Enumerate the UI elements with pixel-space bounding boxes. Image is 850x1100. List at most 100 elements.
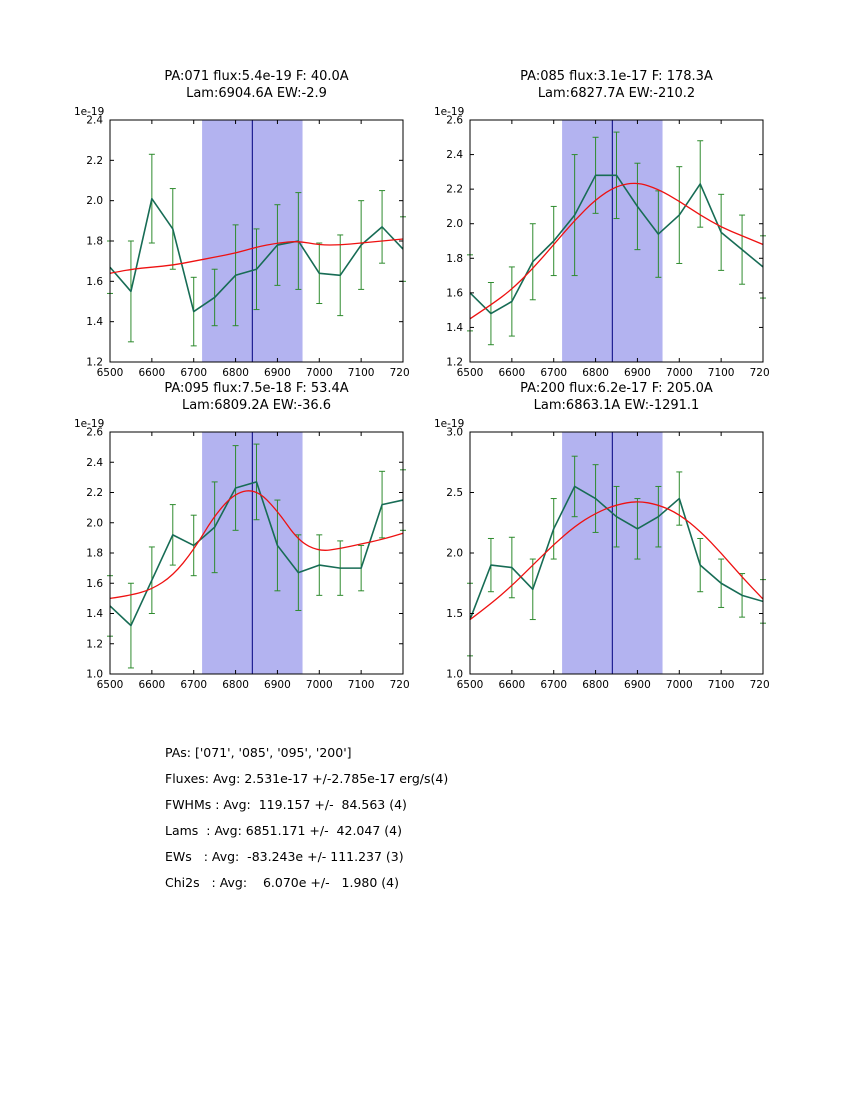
x-tick-label: 7100 [708,679,735,691]
x-tick-label: 6800 [222,679,249,691]
x-tick-label: 7100 [348,679,375,691]
x-tick-label: 7000 [666,679,693,691]
y-tick-label: 1.8 [446,253,463,265]
chart-panel-pa200: PA:200 flux:6.2e-17 F: 205.0A Lam:6863.1… [424,380,769,696]
x-tick-label: 6500 [457,679,484,691]
x-tick-label: 6500 [457,367,484,379]
y-tick-label: 2.5 [446,487,463,499]
fit-line [109,490,404,600]
x-tick-label: 6900 [624,367,651,379]
y-tick-label: 3.0 [446,427,463,439]
axes-frame [469,119,764,363]
y-offset-label: 1e-19 [434,106,464,118]
x-tick-label: 6800 [582,679,609,691]
x-tick-label: 6700 [540,367,567,379]
x-tick-label: 7200 [390,367,409,379]
x-tick-label: 6600 [498,679,525,691]
x-tick-label: 6700 [540,679,567,691]
x-tick-label: 6900 [624,679,651,691]
plot-title-line2: Lam:6863.1A EW:-1291.1 [533,398,700,413]
plot-title-line1: PA:085 flux:3.1e-17 F: 178.3A [520,69,713,84]
y-tick-label: 1.4 [86,608,103,620]
plot-title-line2: Lam:6809.2A EW:-36.6 [181,398,332,413]
x-tick-label: 6800 [222,367,249,379]
plot-title-line2: Lam:6904.6A EW:-2.9 [186,86,327,101]
y-tick-label: 1.2 [86,357,103,369]
y-tick-label: 1.6 [86,578,103,590]
plot-title: PA:200 flux:6.2e-17 F: 205.0A Lam:6863.1… [424,380,769,414]
summary-line-ews: EWs : Avg: -83.243e +/- 111.237 (3) [165,849,404,864]
plot-title-line2: Lam:6827.7A EW:-210.2 [537,86,696,101]
y-tick-label: 1.4 [446,322,463,334]
fit-line [469,182,764,320]
y-tick-label: 1.8 [86,548,103,560]
y-tick-label: 1.2 [86,638,103,650]
summary-line-pas: PAs: ['071', '085', '095', '200'] [165,745,352,760]
x-tick-label: 7200 [750,679,769,691]
x-tick-label: 7200 [750,367,769,379]
y-tick-label: 1.6 [86,276,103,288]
x-tick-label: 6500 [97,367,124,379]
chart-panel-pa095: PA:095 flux:7.5e-18 F: 53.4A Lam:6809.2A… [64,380,409,696]
x-tick-label: 6600 [138,679,165,691]
y-tick-label: 2.6 [446,115,463,127]
plot-title: PA:085 flux:3.1e-17 F: 178.3A Lam:6827.7… [424,68,769,102]
y-tick-label: 1.5 [446,608,463,620]
x-tick-label: 7000 [306,367,333,379]
x-tick-label: 6600 [498,367,525,379]
y-tick-label: 1.6 [446,287,463,299]
y-tick-label: 2.0 [86,517,103,529]
spectrum-line [469,485,764,620]
chart-panel-pa071: PA:071 flux:5.4e-19 F: 40.0A Lam:6904.6A… [64,68,409,384]
x-tick-label: 6500 [97,679,124,691]
spectrum-plot-pa085: 6500 6600 6700 6800 6900 7000 7100 7200 1.2 1.4 1.… [434,106,769,379]
x-tick-label: 7000 [306,679,333,691]
y-tick-label: 1.2 [446,357,463,369]
y-tick-label: 2.2 [446,184,463,196]
y-tick-label: 2.6 [86,427,103,439]
plot-title-line1: PA:071 flux:5.4e-19 F: 40.0A [164,69,349,84]
y-tick-label: 2.2 [86,155,103,167]
plot-title: PA:095 flux:7.5e-18 F: 53.4A Lam:6809.2A… [64,380,409,414]
plot-title-line1: PA:200 flux:6.2e-17 F: 205.0A [520,381,713,396]
y-tick-label: 2.0 [446,218,463,230]
x-tick-label: 6700 [180,679,207,691]
spectrum-line [109,197,404,313]
y-offset-label: 1e-19 [74,106,104,118]
spectrum-line [469,174,764,315]
x-tick-label: 7200 [390,679,409,691]
x-tick-label: 6600 [138,367,165,379]
y-tick-label: 1.8 [86,236,103,248]
y-tick-label: 1.0 [86,669,103,681]
y-tick-label: 2.4 [446,149,463,161]
y-offset-label: 1e-19 [74,418,104,430]
y-tick-label: 2.2 [86,487,103,499]
summary-line-lams: Lams : Avg: 6851.171 +/- 42.047 (4) [165,823,402,838]
chart-panel-pa085: PA:085 flux:3.1e-17 F: 178.3A Lam:6827.7… [424,68,769,384]
y-tick-label: 2.4 [86,457,103,469]
y-tick-label: 1.4 [86,316,103,328]
y-tick-label: 2.0 [446,548,463,560]
spectrum-plot-pa071: 6500 6600 6700 6800 6900 7000 7100 7200 1.2 1.4 1.… [74,106,409,379]
y-tick-label: 2.4 [86,115,103,127]
x-tick-label: 6700 [180,367,207,379]
y-tick-label: 1.0 [446,669,463,681]
plot-title: PA:071 flux:5.4e-19 F: 40.0A Lam:6904.6A… [64,68,409,102]
y-offset-label: 1e-19 [434,418,464,430]
x-tick-label: 7100 [708,367,735,379]
x-tick-label: 7100 [348,367,375,379]
spectrum-plot-pa095: 6500 6600 6700 6800 6900 7000 7100 7200 1.0 1.2 1.… [74,418,409,691]
fit-line [109,238,404,274]
fit-line [469,501,764,621]
summary-block: PAs: ['071', '085', '095', '200'] Fluxes… [165,740,448,896]
spectrum-line [109,481,404,627]
x-tick-label: 6800 [582,367,609,379]
x-tick-label: 6900 [264,679,291,691]
y-tick-label: 2.0 [86,195,103,207]
plot-title-line1: PA:095 flux:7.5e-18 F: 53.4A [164,381,349,396]
summary-line-chi2s: Chi2s : Avg: 6.070e +/- 1.980 (4) [165,875,399,890]
x-tick-label: 6900 [264,367,291,379]
spectrum-plot-pa200: 6500 6600 6700 6800 6900 7000 7100 7200 1.0 1.5 2.… [434,418,769,691]
summary-line-fwhms: FWHMs : Avg: 119.157 +/- 84.563 (4) [165,797,407,812]
